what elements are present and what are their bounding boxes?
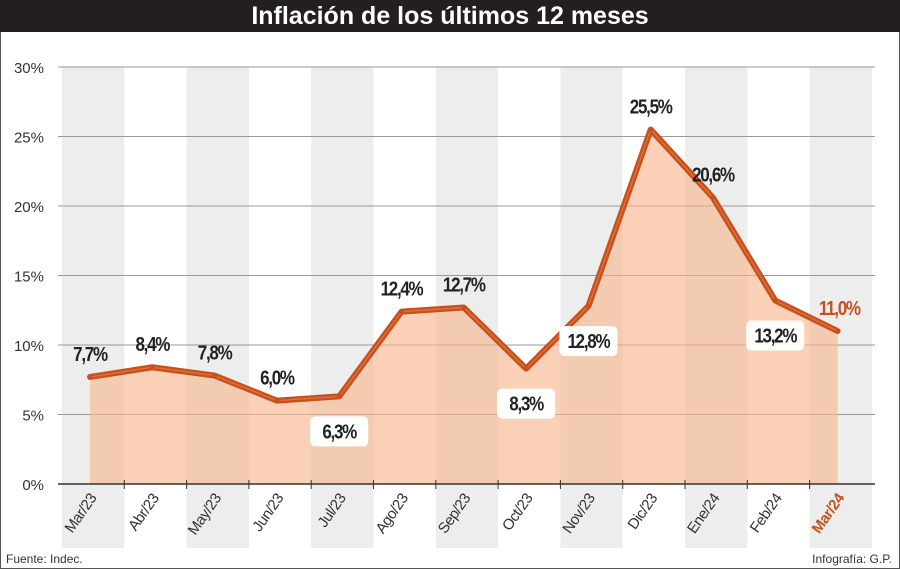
data-label: 8,3%: [509, 392, 543, 415]
data-point: [835, 328, 841, 334]
data-point: [648, 127, 654, 133]
data-label: 25,5%: [630, 95, 673, 118]
x-tick-label: Dic/23: [625, 490, 662, 532]
data-label: 7,8%: [198, 341, 232, 364]
data-label-box: [310, 416, 369, 447]
area-fill: [90, 129, 838, 485]
x-tick-label: Oct/23: [499, 490, 537, 534]
data-label: 6,3%: [322, 420, 356, 443]
y-tick-label: 25%: [14, 130, 44, 147]
data-point: [149, 364, 155, 370]
chart-title: Inflación de los últimos 12 meses: [0, 0, 900, 32]
data-label-box: [746, 320, 805, 351]
data-label: 20,6%: [692, 163, 735, 186]
credit-note: Infografía: G.P.: [812, 552, 892, 566]
data-label-box: [497, 388, 556, 419]
data-label: 12,8%: [567, 330, 610, 353]
data-point: [87, 374, 93, 380]
data-point: [585, 303, 591, 309]
data-label: 6,0%: [260, 366, 294, 389]
data-point: [772, 298, 778, 304]
data-label: 13,2%: [754, 324, 797, 347]
data-label-box: [559, 326, 618, 357]
x-tick-label: Jun/23: [249, 490, 287, 534]
data-label: 7,7%: [73, 343, 107, 366]
data-point: [461, 304, 467, 310]
data-point: [399, 309, 404, 315]
data-point: [212, 373, 218, 379]
data-label: 11,0%: [819, 297, 861, 320]
data-point: [274, 398, 280, 404]
x-tick-label: Feb/24: [747, 490, 786, 536]
data-point: [710, 195, 716, 201]
y-tick-label: 20%: [14, 199, 44, 216]
data-point: [523, 366, 529, 372]
source-note: Fuente: Indec.: [6, 552, 83, 566]
data-label: 12,7%: [443, 273, 486, 296]
y-tick-label: 10%: [14, 338, 44, 355]
y-tick-label: 0%: [22, 477, 44, 494]
y-tick-label: 30%: [14, 60, 44, 77]
x-tick-label: Ago/23: [372, 490, 412, 536]
data-label: 8,4%: [135, 333, 169, 356]
y-tick-label: 15%: [14, 269, 44, 286]
data-label: 12,4%: [381, 277, 424, 300]
y-tick-label: 5%: [22, 408, 44, 425]
data-point: [336, 393, 342, 399]
x-tick-label: Abr/23: [125, 490, 163, 534]
